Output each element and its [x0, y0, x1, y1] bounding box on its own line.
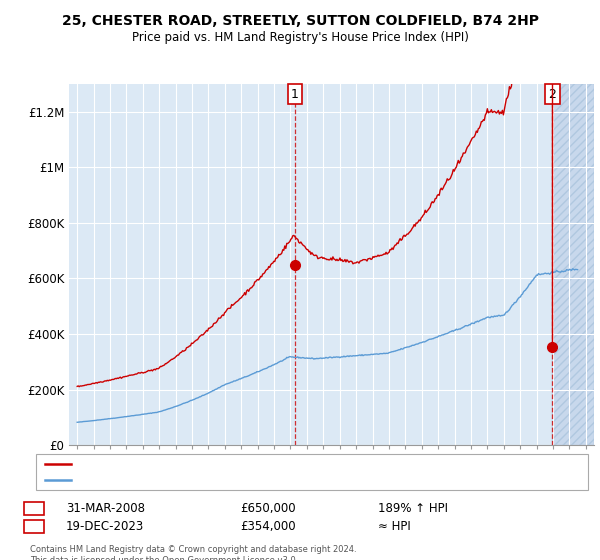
- Text: 2: 2: [548, 87, 556, 101]
- Text: £354,000: £354,000: [240, 520, 296, 533]
- Text: 1: 1: [290, 87, 299, 101]
- Text: 1: 1: [30, 502, 38, 515]
- Text: 19-DEC-2023: 19-DEC-2023: [66, 520, 144, 533]
- Text: 2: 2: [30, 520, 38, 533]
- Text: ≈ HPI: ≈ HPI: [378, 520, 411, 533]
- Text: 189% ↑ HPI: 189% ↑ HPI: [378, 502, 448, 515]
- Bar: [553, 84, 594, 445]
- Text: 25, CHESTER ROAD, STREETLY, SUTTON COLDFIELD, B74 2HP: 25, CHESTER ROAD, STREETLY, SUTTON COLDF…: [62, 14, 539, 28]
- Text: 31-MAR-2008: 31-MAR-2008: [66, 502, 145, 515]
- Text: Price paid vs. HM Land Registry's House Price Index (HPI): Price paid vs. HM Land Registry's House …: [131, 31, 469, 44]
- Text: HPI: Average price, detached house, Walsall: HPI: Average price, detached house, Wals…: [77, 475, 307, 485]
- Bar: [553, 84, 594, 445]
- Text: £650,000: £650,000: [240, 502, 296, 515]
- Text: 25, CHESTER ROAD, STREETLY, SUTTON COLDFIELD, B74 2HP (detached house): 25, CHESTER ROAD, STREETLY, SUTTON COLDF…: [77, 459, 491, 469]
- Text: Contains HM Land Registry data © Crown copyright and database right 2024.
This d: Contains HM Land Registry data © Crown c…: [30, 545, 356, 560]
